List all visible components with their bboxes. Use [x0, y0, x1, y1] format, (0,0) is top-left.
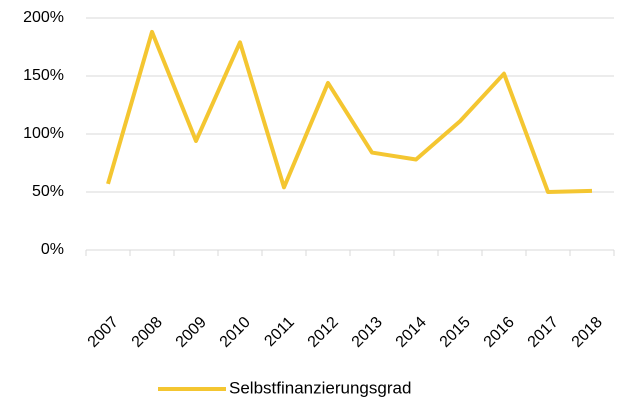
x-tick-label: 2008 — [129, 314, 166, 351]
y-tick-label: 200% — [23, 9, 64, 26]
x-tick-label: 2011 — [261, 314, 297, 350]
x-tick-label: 2016 — [481, 314, 518, 351]
y-tick-label: 50% — [32, 183, 64, 200]
x-tick-label: 2015 — [437, 314, 474, 351]
legend-label: Selbstfinanzierungsgrad — [229, 378, 411, 397]
x-tick-label: 2018 — [569, 314, 606, 351]
data-line — [106, 29, 593, 194]
x-tick-label: 2013 — [349, 314, 386, 351]
x-tick-label: 2012 — [305, 314, 342, 351]
y-tick-label: 0% — [41, 241, 64, 258]
y-tick-label: 100% — [23, 125, 64, 142]
x-tick-label: 2009 — [173, 314, 210, 351]
y-tick-label: 150% — [23, 67, 64, 84]
x-tick-label: 2017 — [525, 314, 562, 351]
x-tick-label: 2014 — [393, 314, 430, 351]
x-tick-label: 2007 — [85, 314, 122, 351]
x-tick-label: 2010 — [217, 314, 254, 351]
